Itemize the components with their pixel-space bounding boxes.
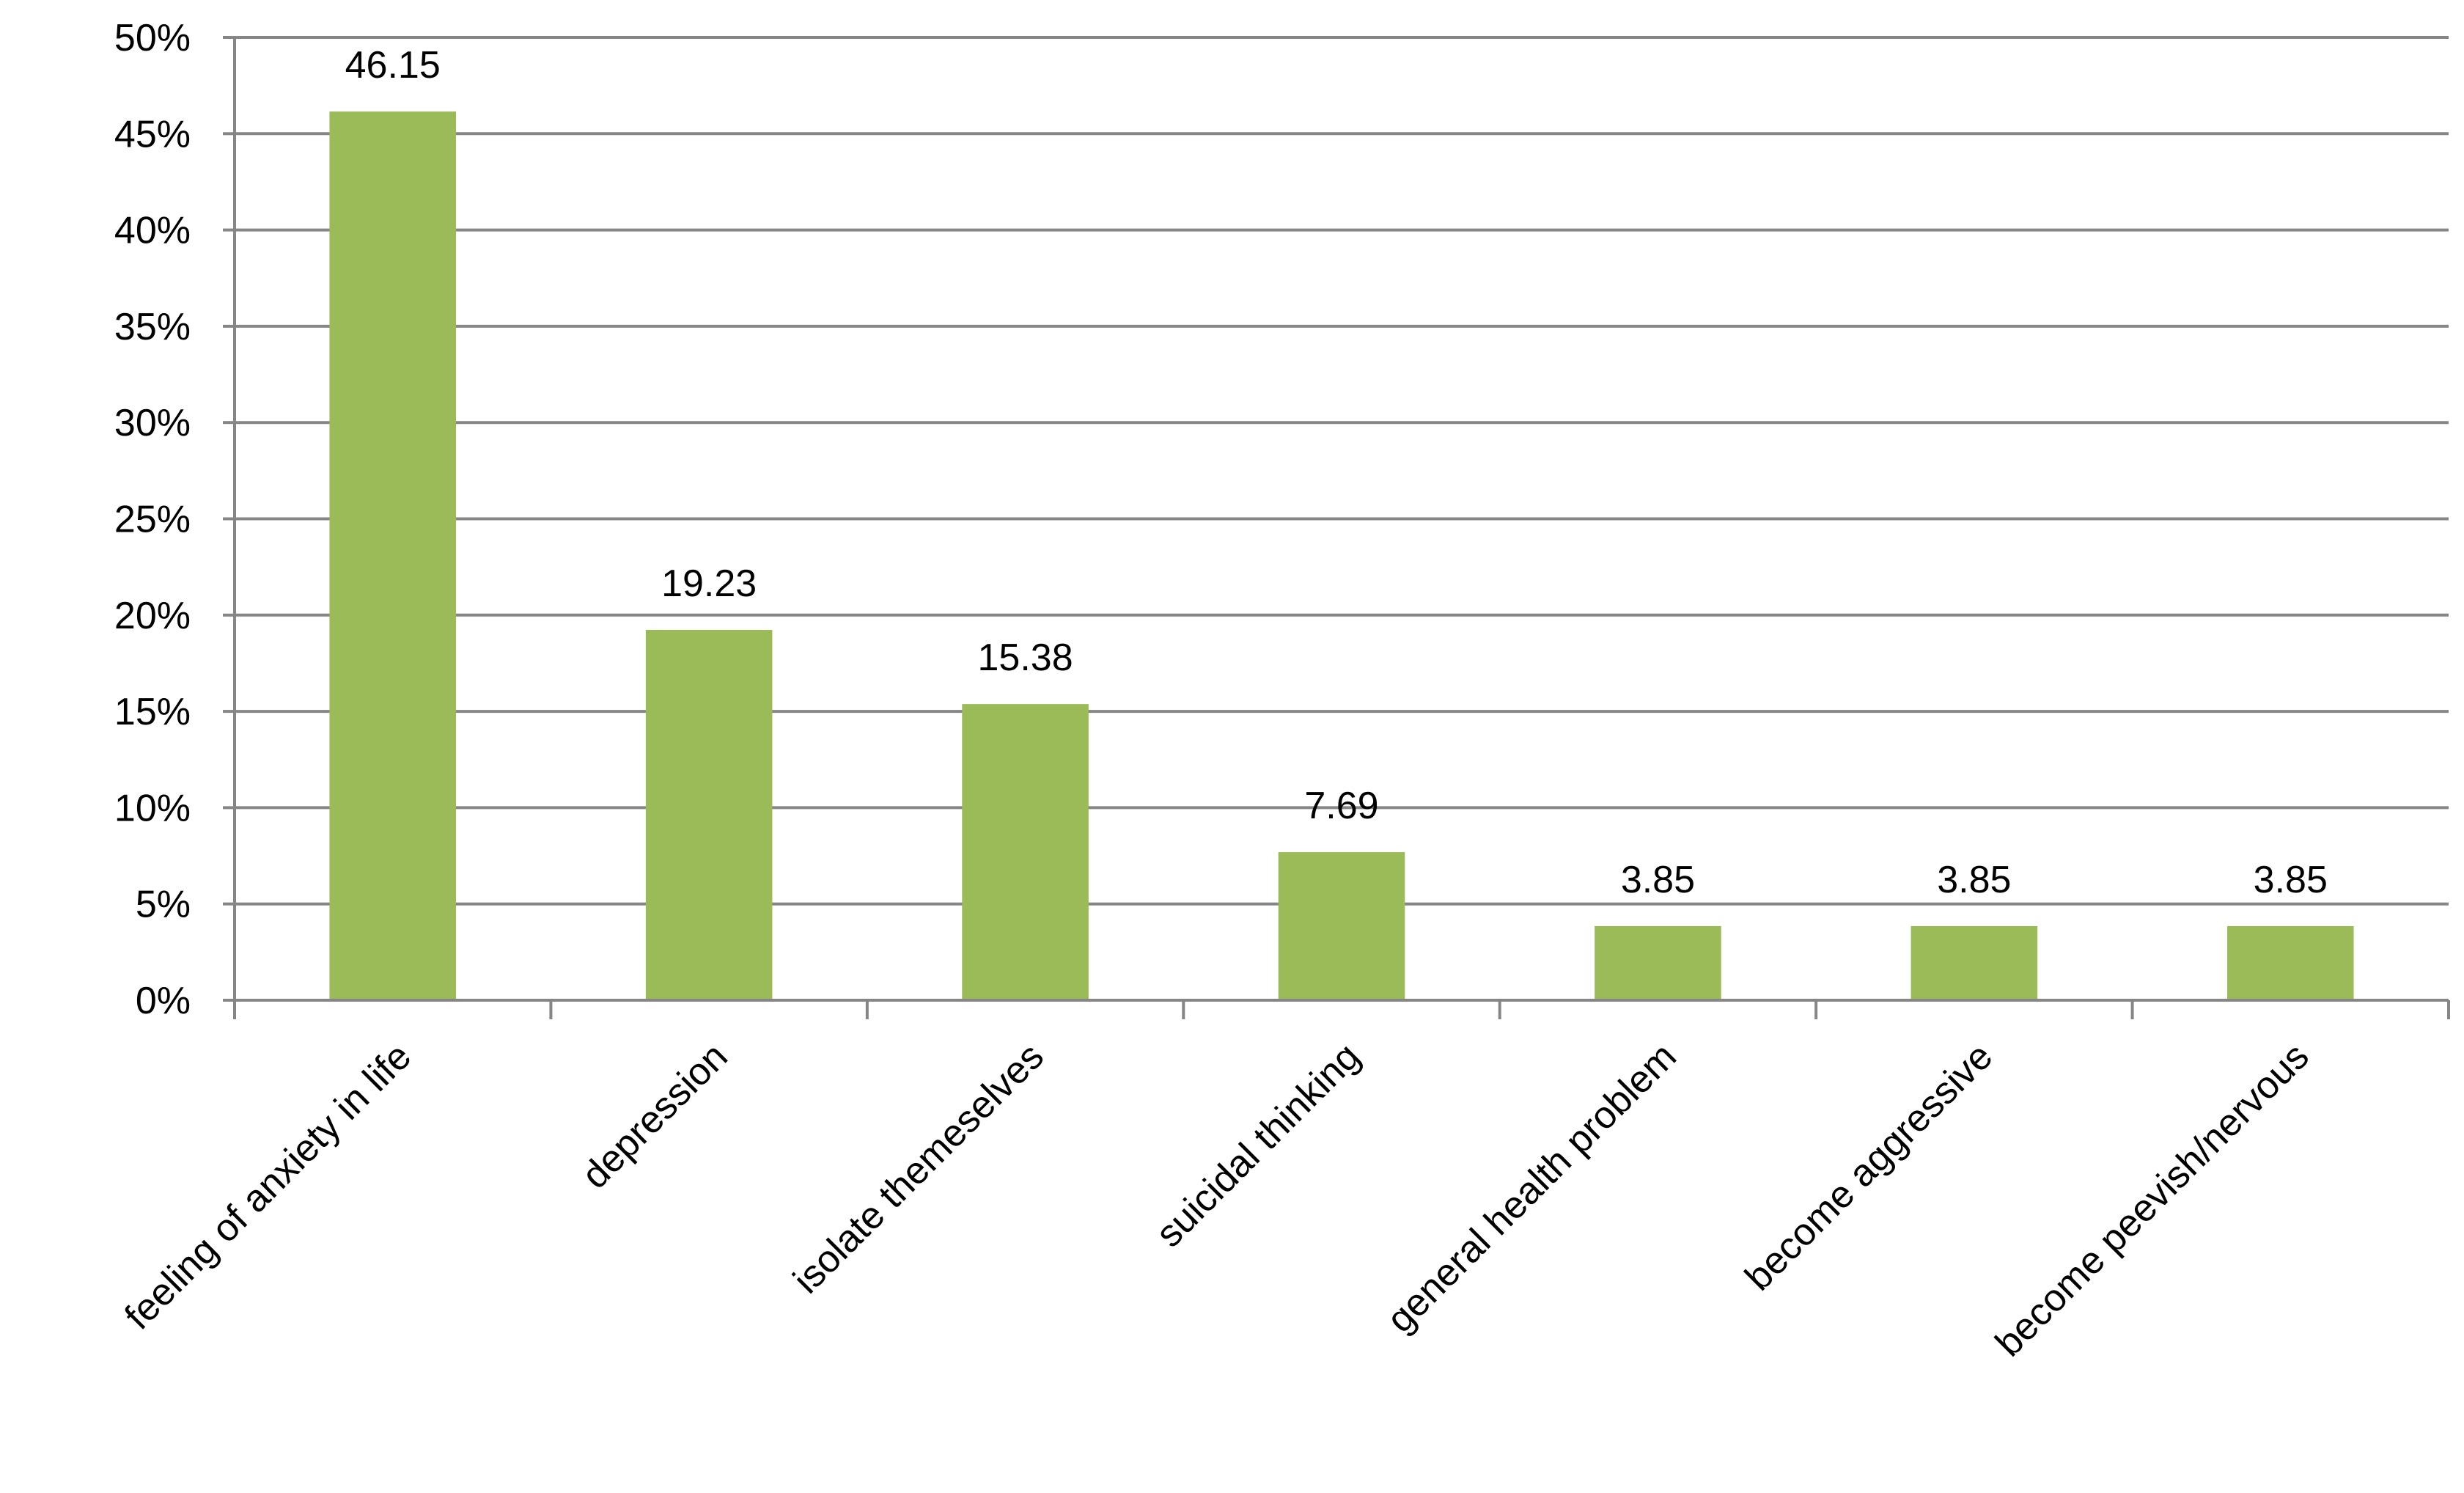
data-label: 3.85 xyxy=(2254,859,2328,901)
y-tick-label: 45% xyxy=(114,113,191,155)
data-label: 15.38 xyxy=(978,637,1073,679)
data-label: 19.23 xyxy=(661,562,757,605)
bar xyxy=(1910,925,2038,1000)
y-tick-label: 25% xyxy=(114,499,191,541)
y-tick-label: 10% xyxy=(114,787,191,829)
bar xyxy=(2227,925,2354,1000)
y-tick-label: 50% xyxy=(114,17,191,59)
bars xyxy=(329,111,2354,1001)
bar xyxy=(329,111,456,1001)
y-tick-label: 40% xyxy=(114,210,191,252)
bar xyxy=(645,630,773,1000)
y-tick-label: 5% xyxy=(136,884,191,926)
data-label: 46.15 xyxy=(345,44,441,87)
y-axis-tick-labels: 0% 5% 10% 15% 20% 25% 30% 35% 40% 45% 50% xyxy=(114,17,191,1022)
axes xyxy=(223,36,2450,1019)
bar xyxy=(1278,852,1405,1000)
x-category-label: depression xyxy=(574,1035,736,1197)
y-tick-label: 20% xyxy=(114,595,191,637)
x-category-label: isolate themeselves xyxy=(785,1035,1052,1302)
bar xyxy=(1595,925,1721,1000)
x-axis-category-labels: feeling of anxiety in life depression isol… xyxy=(117,1035,2317,1365)
x-category-label: general health problem xyxy=(1379,1035,1685,1340)
y-tick-label: 15% xyxy=(114,691,191,733)
data-label: 3.85 xyxy=(1621,859,1695,901)
data-labels: 46.15 19.23 15.38 7.69 3.85 3.85 3.85 xyxy=(345,44,2328,901)
y-tick-label: 0% xyxy=(136,980,191,1022)
x-category-label: become peevish/nervous xyxy=(1987,1035,2317,1365)
y-tick-label: 35% xyxy=(114,306,191,348)
x-category-label: suicidal thinking xyxy=(1148,1035,1369,1255)
bar xyxy=(962,704,1089,1000)
gridlines xyxy=(235,36,2449,906)
data-label: 7.69 xyxy=(1304,785,1378,827)
y-tick-label: 30% xyxy=(114,402,191,444)
x-category-label: feeling of anxiety in life xyxy=(117,1035,419,1338)
data-label: 3.85 xyxy=(1937,859,2011,901)
x-category-label: become aggressive xyxy=(1737,1035,2001,1299)
